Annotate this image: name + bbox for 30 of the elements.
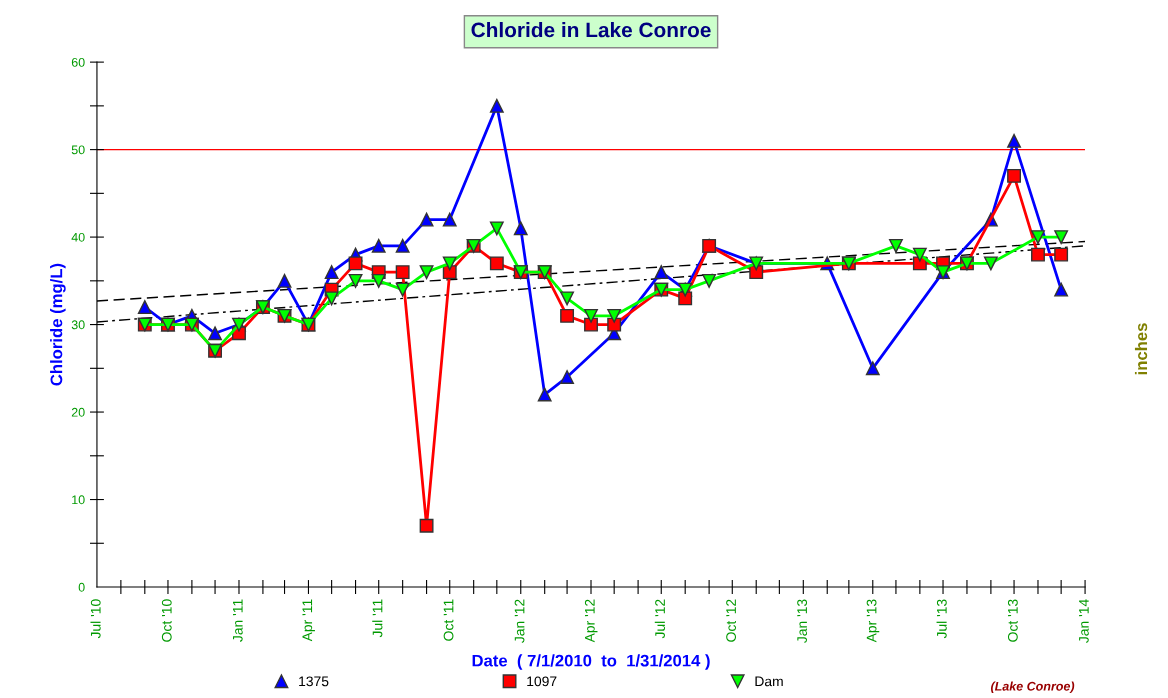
x-tick-label: Apr '13	[866, 599, 880, 643]
legend-label: 1097	[527, 676, 557, 687]
y-tick-label: 50	[71, 145, 85, 155]
legend-label: Dam	[755, 676, 783, 687]
text: (Lake Conroe)	[990, 681, 1075, 694]
x-tick-label: Jan '14	[1079, 599, 1089, 643]
x-tick-label: Jul '10	[90, 599, 101, 639]
x-tick-label: Oct '10	[161, 599, 172, 642]
y-tick-label: 0	[78, 582, 85, 592]
x-tick-label: Oct '12	[726, 599, 737, 642]
x-axis-title: Date ( 7/1/2010 to 1/31/2014 )	[472, 654, 710, 670]
x-tick-label: Oct '13	[1007, 599, 1018, 642]
y-tick-label: 30	[71, 320, 85, 330]
x-tick-label: Oct '11	[443, 599, 454, 641]
y-tick-label: 60	[71, 57, 85, 67]
y-axis-title: Chloride (mg/L)	[50, 263, 66, 386]
chart-title: Chloride in Lake Conroe	[471, 22, 711, 38]
x-tick-label: Apr '12	[584, 599, 598, 643]
x-tick-label: Apr '11	[302, 599, 315, 642]
x-tick-label: Jul '12	[654, 599, 665, 639]
x-tick-label: Jul '11	[372, 599, 383, 638]
x-tick-label: Jan '13	[797, 599, 808, 643]
x-tick-label: Jan '12	[514, 599, 525, 643]
legend-label: 1375	[299, 676, 329, 687]
y-tick-label: 20	[71, 407, 85, 417]
y2-axis-title: inches	[1134, 323, 1148, 375]
x-tick-label: Jul '13	[936, 599, 947, 639]
x-tick-label: Jan '11	[233, 599, 243, 642]
y-tick-label: 40	[71, 232, 85, 242]
y-tick-label: 10	[72, 495, 85, 505]
